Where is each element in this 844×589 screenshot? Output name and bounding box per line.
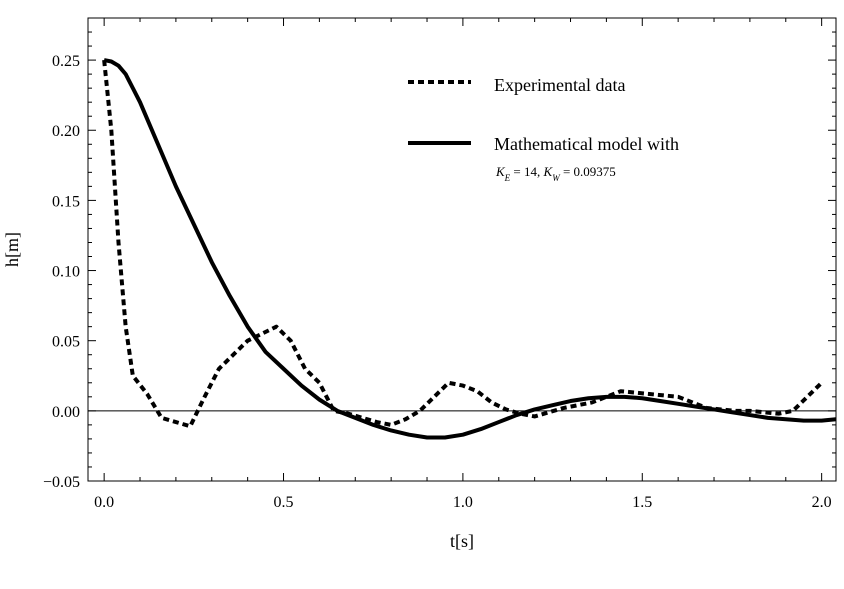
legend-label-experimental: Experimental data [494,75,625,95]
plot-frame [87,17,837,482]
x-tick-label: 0.5 [274,494,294,511]
y-tick-label: 0.05 [52,334,80,351]
x-tick-label: 2.0 [812,494,832,511]
tick-labels: 0.0 0.5 1.0 1.5 2.0 −0.05 0.00 0.05 0.10 0.15 0.20… [43,53,832,511]
series-experimental-line [102,59,824,429]
y-tick-label: 0.20 [52,123,80,140]
x-tick-label: 1.0 [453,494,473,511]
x-tick-label: 0.0 [94,494,114,511]
y-tick-label: −0.05 [43,474,80,491]
series-model-line [103,58,837,440]
y-tick-label: 0.15 [52,193,80,210]
series-group [102,58,837,440]
legend-label-model: Mathematical model with [494,134,679,154]
x-axis-label: t[s] [450,531,474,551]
y-tick-label: 0.10 [52,264,80,281]
tick-marks [88,18,836,482]
y-tick-label: 0.25 [52,53,80,70]
legend: Experimental data Mathematical model wit… [408,75,679,183]
x-tick-label: 1.5 [632,494,652,511]
legend-label-model-params: KE = 14, KW = 0.09375 [495,164,616,183]
y-axis-label: h[m] [2,232,22,267]
y-tick-label: 0.00 [52,404,80,421]
